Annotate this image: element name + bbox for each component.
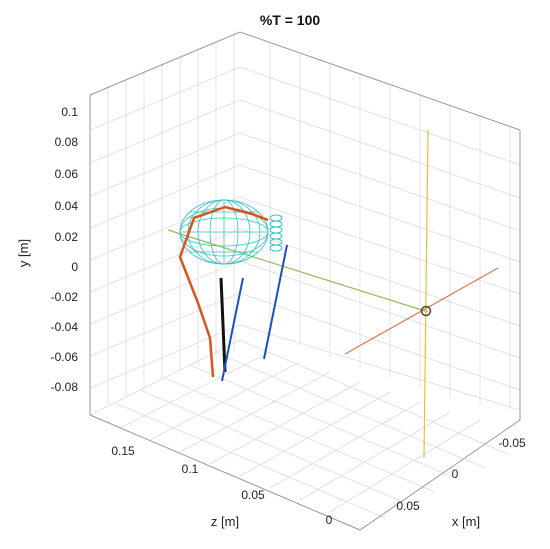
z-axis-tick-labels: 0.15 0.1 0.05 0 — [111, 444, 332, 527]
z-tick-label: 0.05 — [241, 488, 265, 502]
y-tick-label: 0 — [71, 260, 78, 274]
y-tick-label: 0.1 — [61, 105, 78, 119]
y-tick-label: -0.08 — [51, 380, 79, 394]
blue-curve-2 — [263, 244, 288, 360]
z-tick-label: 0.15 — [111, 444, 135, 458]
x-tick-label: 0.05 — [396, 499, 420, 513]
y-tick-label: -0.04 — [51, 320, 79, 334]
grid-floor-panel — [89, 339, 511, 531]
origin-marker — [420, 305, 432, 317]
y-tick-label: 0.06 — [55, 167, 79, 181]
y-axis-label: y [m] — [16, 239, 31, 267]
black-curve — [219, 277, 227, 373]
grid-back-left-panel — [89, 31, 241, 415]
green-axis-line — [167, 229, 429, 313]
x-tick-label: -0.05 — [498, 436, 526, 450]
y-axis-tick-labels: 0.1 0.08 0.06 0.04 0.02 0 -0.02 -0.04 -0… — [51, 105, 79, 394]
cylinder-mesh — [269, 214, 283, 252]
chart-title: %T = 100 — [260, 12, 321, 28]
yellow-axis-line — [423, 129, 429, 459]
axes-box — [89, 31, 521, 531]
z-axis-label: z [m] — [211, 514, 239, 529]
x-axis-tick-labels: -0.05 0 0.05 — [396, 436, 526, 513]
grid-back-right-panel — [239, 31, 521, 411]
ellipsoid-mesh — [179, 199, 269, 265]
blue-curve-1 — [221, 277, 244, 382]
y-tick-label: 0.02 — [55, 230, 79, 244]
z-tick-label: 0 — [326, 513, 333, 527]
y-tick-label: 0.08 — [55, 135, 79, 149]
orange-curve — [178, 205, 269, 378]
y-tick-label: 0.04 — [55, 199, 79, 213]
x-axis-label: x [m] — [452, 514, 480, 529]
z-tick-label: 0.1 — [182, 462, 199, 476]
x-tick-label: 0 — [452, 467, 459, 481]
y-tick-label: -0.02 — [51, 290, 79, 304]
y-tick-label: -0.06 — [51, 350, 79, 364]
